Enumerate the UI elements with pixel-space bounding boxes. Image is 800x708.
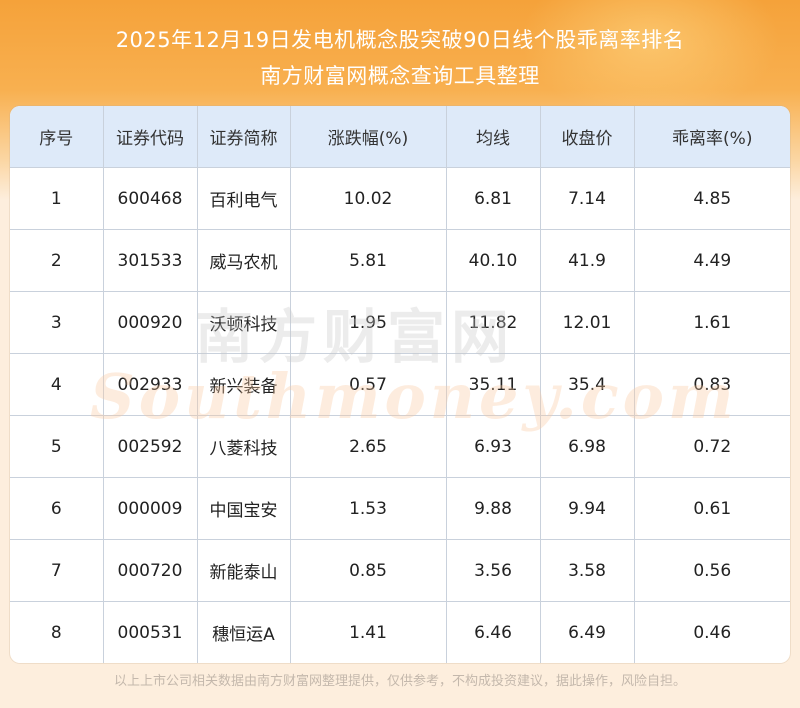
cell-code: 301533 (103, 229, 198, 292)
cell-ma: 3.56 (446, 539, 541, 602)
cell-code: 000531 (103, 601, 198, 663)
cell-bias: 0.61 (634, 477, 790, 540)
cell-name: 八菱科技 (197, 415, 291, 478)
cell-code: 000720 (103, 539, 198, 602)
cell-close: 3.58 (540, 539, 635, 602)
cell-close: 41.9 (540, 229, 635, 292)
col-header-change: 涨跌幅(%) (290, 106, 447, 168)
cell-change: 10.02 (290, 167, 447, 230)
cell-code: 000009 (103, 477, 198, 540)
cell-close: 35.4 (540, 353, 635, 416)
col-header-name: 证券简称 (197, 106, 291, 168)
cell-change: 1.41 (290, 601, 447, 663)
cell-bias: 4.49 (634, 229, 790, 292)
table-row: 7 000720 新能泰山 0.85 3.56 3.58 0.56 (10, 539, 790, 602)
page-subtitle: 南方财富网概念查询工具整理 (260, 64, 540, 88)
cell-change: 1.53 (290, 477, 447, 540)
cell-ma: 6.46 (446, 601, 541, 663)
cell-ma: 35.11 (446, 353, 541, 416)
col-header-rank: 序号 (10, 106, 104, 168)
table-row: 8 000531 穗恒运A 1.41 6.46 6.49 0.46 (10, 601, 790, 663)
table-row: 6 000009 中国宝安 1.53 9.88 9.94 0.61 (10, 477, 790, 540)
table-card: 序号 证券代码 证券简称 涨跌幅(%) 均线 收盘价 乖离率(%) 1 6004… (10, 106, 790, 663)
cell-rank: 8 (10, 601, 104, 663)
cell-rank: 1 (10, 167, 104, 230)
cell-name: 百利电气 (197, 167, 291, 230)
cell-rank: 3 (10, 291, 104, 354)
cell-name: 沃顿科技 (197, 291, 291, 354)
cell-change: 2.65 (290, 415, 447, 478)
cell-bias: 0.72 (634, 415, 790, 478)
cell-change: 5.81 (290, 229, 447, 292)
col-header-code: 证券代码 (103, 106, 198, 168)
banner-glow (520, 0, 780, 120)
cell-name: 穗恒运A (197, 601, 291, 663)
table-header-row: 序号 证券代码 证券简称 涨跌幅(%) 均线 收盘价 乖离率(%) (10, 106, 790, 168)
cell-ma: 6.93 (446, 415, 541, 478)
col-header-ma: 均线 (446, 106, 541, 168)
cell-code: 002933 (103, 353, 198, 416)
cell-bias: 0.56 (634, 539, 790, 602)
cell-rank: 2 (10, 229, 104, 292)
cell-rank: 7 (10, 539, 104, 602)
cell-close: 6.98 (540, 415, 635, 478)
cell-change: 0.57 (290, 353, 447, 416)
cell-close: 7.14 (540, 167, 635, 230)
cell-ma: 11.82 (446, 291, 541, 354)
table-row: 3 000920 沃顿科技 1.95 11.82 12.01 1.61 (10, 291, 790, 354)
cell-rank: 5 (10, 415, 104, 478)
table-row: 1 600468 百利电气 10.02 6.81 7.14 4.85 (10, 167, 790, 230)
cell-bias: 0.83 (634, 353, 790, 416)
cell-ma: 6.81 (446, 167, 541, 230)
cell-close: 6.49 (540, 601, 635, 663)
cell-name: 新能泰山 (197, 539, 291, 602)
cell-bias: 1.61 (634, 291, 790, 354)
cell-code: 600468 (103, 167, 198, 230)
cell-bias: 0.46 (693, 622, 732, 643)
footer-disclaimer: 以上上市公司相关数据由南方财富网整理提供，仅供参考，不构成投资建议，据此操作，风… (113, 674, 686, 689)
cell-close: 12.01 (540, 291, 635, 354)
cell-ma: 40.10 (446, 229, 541, 292)
cell-rank: 4 (10, 353, 104, 416)
cell-code: 000920 (103, 291, 198, 354)
col-header-close: 收盘价 (540, 106, 635, 168)
cell-name: 中国宝安 (197, 477, 291, 540)
cell-name: 新兴装备 (197, 353, 291, 416)
col-header-bias: 乖离率(%) (634, 106, 790, 168)
cell-change: 1.95 (290, 291, 447, 354)
cell-change: 0.85 (290, 539, 447, 602)
table-row: 4 002933 新兴装备 0.57 35.11 35.4 0.83 (10, 353, 790, 416)
table-row: 5 002592 八菱科技 2.65 6.93 6.98 0.72 (10, 415, 790, 478)
ranking-table: 序号 证券代码 证券简称 涨跌幅(%) 均线 收盘价 乖离率(%) 1 6004… (10, 106, 790, 663)
cell-rank: 6 (10, 477, 104, 540)
cell-code: 002592 (103, 415, 198, 478)
page-title: 2025年12月19日发电机概念股突破90日线个股乖离率排名 (115, 28, 685, 52)
cell-name: 威马农机 (197, 229, 291, 292)
table-row: 2 301533 威马农机 5.81 40.10 41.9 4.49 (10, 229, 790, 292)
cell-close: 9.94 (540, 477, 635, 540)
cell-ma: 9.88 (446, 477, 541, 540)
cell-bias: 4.85 (634, 167, 790, 230)
